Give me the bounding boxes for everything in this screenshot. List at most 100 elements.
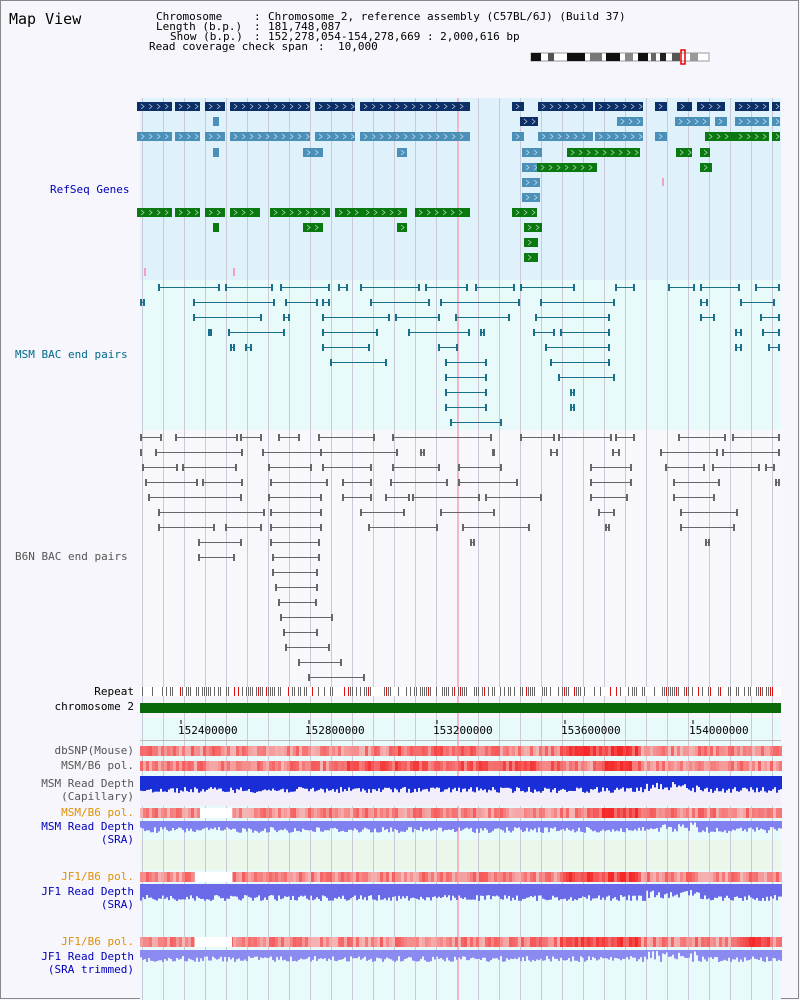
gene-feature: [415, 208, 470, 217]
jf1-sra-depth-bar: [404, 884, 406, 899]
msm-cap-depth-bar: [760, 776, 762, 791]
jf1-sra-depth-bar: [352, 884, 354, 897]
gene-arrow: [379, 133, 384, 140]
dbsnp-heat-cell: [761, 746, 764, 756]
jf1-b6-pol-heat-cell: [257, 872, 260, 882]
jf1-b6-pol-heat-cell: [323, 937, 326, 947]
repeat-mark: [226, 687, 227, 696]
jf1-sra-depth-bar: [192, 884, 194, 899]
msm-bac-pair-end: [480, 329, 482, 336]
msm-cap-depth-bar: [738, 776, 740, 792]
dbsnp-heat-cell: [578, 746, 581, 756]
jf1-b6-pol-heat-cell: [320, 937, 323, 947]
msm-cap-depth-bar: [266, 776, 268, 791]
msm-sra-depth-bar: [406, 821, 408, 831]
msm-sra-depth-bar: [232, 821, 234, 829]
msm-b6-pol-heat-cell: [575, 808, 578, 818]
gene-arrow: [365, 209, 370, 216]
msm-cap-depth-bar: [194, 776, 196, 788]
jf1-b6-pol-heat-cell: [494, 937, 497, 947]
dbsnp-heat-cell: [611, 746, 614, 756]
jf1-b6-pol-heat-cell: [551, 937, 554, 947]
repeat-mark: [370, 687, 371, 696]
msm-bac-pair-end: [608, 359, 610, 366]
jf1-b6-pol-heat-cell: [488, 872, 491, 882]
msm-cap-depth-bar: [398, 776, 400, 793]
msm-sra-depth-bar: [280, 821, 282, 830]
repeat-mark: [368, 687, 369, 696]
gene-arrow: [680, 103, 685, 110]
msm-b6-pol-heat-cell: [725, 808, 728, 818]
msm-sra-depth-bar: [760, 821, 762, 829]
msm-cap-depth-bar: [434, 776, 436, 789]
msm-cap-depth-bar: [474, 776, 476, 793]
repeat-mark: [300, 687, 301, 696]
dbsnp-heat-cell: [458, 746, 461, 756]
jf1-trim-depth-bar: [462, 950, 464, 957]
msm-cap-depth-bar: [486, 776, 488, 793]
msm-sra-depth-bar: [268, 821, 270, 833]
jf1-b6-pol-heat-cell: [533, 872, 536, 882]
dbsnp-heat-cell: [416, 746, 419, 756]
msm-b6-pol-heat-cell: [566, 808, 569, 818]
jf1-sra-depth-bar: [142, 884, 144, 898]
msm-b6-pol-heat-cell: [452, 808, 455, 818]
jf1-sra-depth-bar: [460, 884, 462, 898]
gene-arrow: [678, 118, 683, 125]
msm-cap-depth-bar: [404, 776, 406, 788]
msm-cap-depth-bar: [658, 776, 660, 789]
jf1-b6-pol-heat-cell: [488, 937, 491, 947]
jf1-trim-depth-bar: [248, 950, 250, 957]
msm-b6-pol-heat-cell: [197, 761, 200, 771]
msm-b6-pol-heat-cell: [275, 808, 278, 818]
jf1-sra-depth-bar: [208, 884, 210, 900]
jf1-trim-depth-bar: [614, 950, 616, 958]
msm-sra-depth-bar: [636, 821, 638, 831]
jf1-sra-depth-bar: [228, 884, 230, 899]
msm-b6-pol-heat-cell: [302, 808, 305, 818]
jf1-b6-pol-heat-cell: [662, 937, 665, 947]
dbsnp-heat-cell: [668, 746, 671, 756]
jf1-sra-depth-bar: [244, 884, 246, 896]
dbsnp-heat-cell: [692, 746, 695, 756]
jf1-sra-depth-bar: [396, 884, 398, 901]
msm-b6-pol-heat-cell: [524, 761, 527, 771]
dbsnp-heat-cell: [164, 746, 167, 756]
msm-cap-depth-bar: [206, 776, 208, 790]
dbsnp-heat-cell: [344, 746, 347, 756]
msm-sra-depth-bar: [470, 821, 472, 828]
msm-b6-pol-heat-cell: [536, 808, 539, 818]
jf1-b6-pol-heat-cell: [482, 872, 485, 882]
dbsnp-heat-cell: [728, 746, 731, 756]
msm-b6-pol-heat-cell: [563, 808, 566, 818]
msm-cap-depth-bar: [252, 776, 254, 793]
gene-arrow: [426, 209, 431, 216]
track-label-jf1-depth-trim: JF1 Read Depth: [41, 950, 134, 963]
msm-sra-depth-bar: [490, 821, 492, 833]
msm-b6-pol-heat-cell: [629, 761, 632, 771]
jf1-b6-pol-heat-cell: [746, 872, 749, 882]
msm-cap-depth-bar: [714, 776, 716, 791]
msm-b6-pol-heat-cell: [323, 808, 326, 818]
msm-sra-depth-bar: [608, 821, 610, 830]
msm-bac-pair-end: [225, 284, 227, 291]
msm-b6-pol-heat-cell: [227, 761, 230, 771]
jf1-sra-depth-bar: [230, 884, 232, 896]
msm-sra-depth-bar: [220, 821, 222, 831]
gene-arrow: [156, 133, 161, 140]
msm-b6-pol-heat-cell: [719, 761, 722, 771]
repeat-mark: [772, 687, 773, 696]
b6n-bac-pair-end: [390, 479, 392, 486]
msm-cap-depth-bar: [314, 776, 316, 792]
jf1-sra-depth-bar: [154, 884, 156, 900]
gene-arrow: [525, 164, 530, 171]
gene-arrow: [208, 209, 213, 216]
msm-sra-depth-bar: [446, 821, 448, 831]
gene-arrow: [289, 133, 294, 140]
msm-b6-pol-heat-cell: [476, 808, 479, 818]
gene-arrow: [178, 209, 183, 216]
msm-b6-pol-heat-cell: [713, 808, 716, 818]
jf1-b6-pol-heat-cell: [635, 872, 638, 882]
msm-sra-depth-bar: [186, 821, 188, 829]
